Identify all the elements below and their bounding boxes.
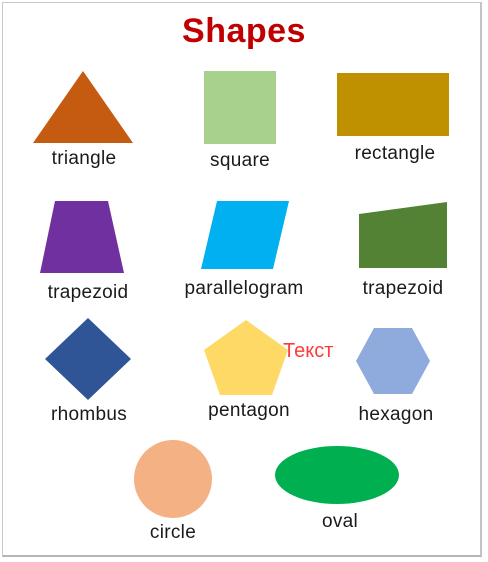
parallelogram-label: parallelogram [184,278,304,299]
trapezoid-label: trapezoid [362,278,444,299]
triangle-label: triangle [51,148,117,169]
oval-shape [275,446,399,504]
pentagon-label: pentagon [208,400,290,421]
overlay-text: Текст [283,340,334,362]
hexagon-label: hexagon [358,404,434,425]
trapezoid-label: trapezoid [47,282,129,303]
circle-label: circle [149,522,197,543]
parallelogram-shape [201,201,289,269]
page-title: Shapes [182,12,306,50]
rectangle-label: rectangle [354,143,436,164]
rectangle-shape [337,73,449,136]
hexagon-shape [356,328,430,394]
oval-label: oval [321,511,359,532]
square-label: square [210,150,270,171]
pentagon-shape [204,320,288,395]
square-shape [204,71,276,144]
rhombus-shape [45,318,131,400]
rhombus-label: rhombus [50,404,128,425]
circle-shape [134,440,212,518]
triangle-shape [33,71,133,143]
trapezoid-shape [359,202,447,268]
trapezoid-shape [40,201,124,273]
